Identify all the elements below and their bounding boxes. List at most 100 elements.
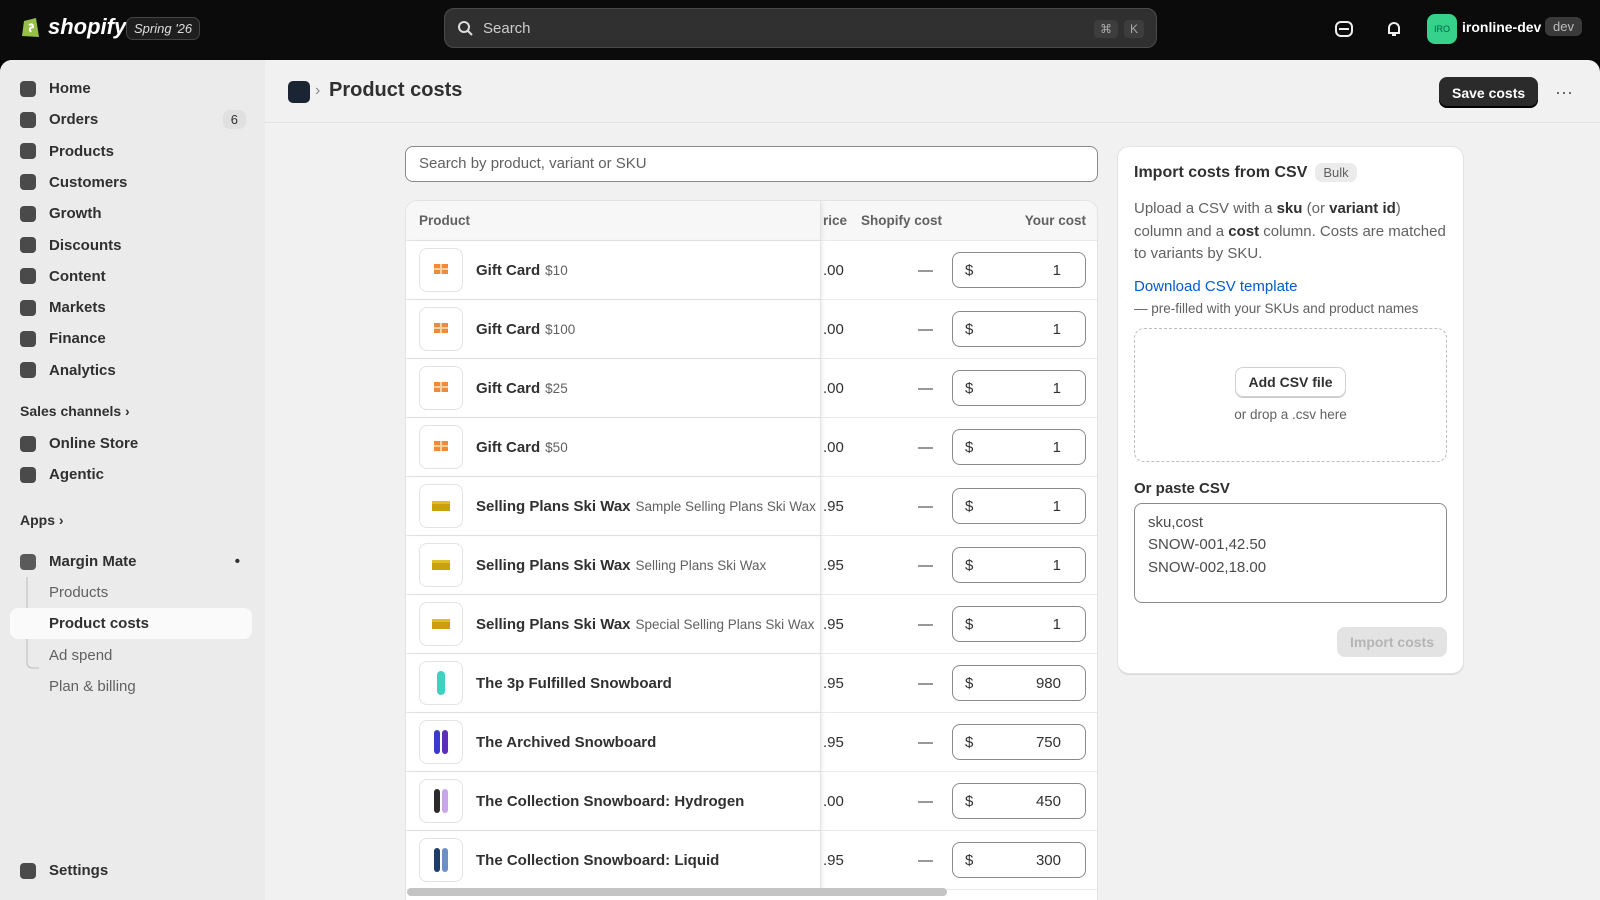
product-name: The 3p Fulfilled Snowboard <box>476 674 672 692</box>
cost-value: 750 <box>1035 733 1061 751</box>
product-search[interactable]: Search by product, variant or SKU <box>405 146 1098 182</box>
currency: $ <box>965 851 974 869</box>
description-part: (or <box>1302 200 1330 217</box>
paste-line: sku,cost <box>1148 513 1204 531</box>
cost-input[interactable]: $750 <box>952 724 1086 760</box>
nav-item[interactable]: Agentic <box>10 459 252 490</box>
nav-item[interactable]: Customers <box>10 167 252 198</box>
nav-icon <box>20 435 36 452</box>
nav-label: Home <box>49 80 91 97</box>
thumbnail <box>419 484 463 528</box>
thumbnail-image <box>437 671 445 695</box>
sub-nav-item[interactable]: Ad spend <box>10 640 252 671</box>
import-button[interactable]: Import costs <box>1336 627 1447 657</box>
settings-item[interactable]: Settings <box>10 855 252 886</box>
shopify-cost-cell: — <box>918 379 933 397</box>
cost-input[interactable]: $450 <box>952 783 1086 819</box>
cost-cell: $1 <box>941 606 1097 642</box>
cost-cell: $450 <box>941 783 1097 819</box>
drop-hint: or drop a .csv here <box>1234 407 1347 422</box>
nav-item[interactable]: Growth <box>10 198 252 229</box>
thumbnail-image <box>432 560 450 570</box>
edition-badge: Spring '26 <box>126 17 201 40</box>
thumbnail-image <box>432 619 450 629</box>
more-actions[interactable]: ··· <box>1555 82 1573 102</box>
cost-input[interactable]: $1 <box>952 311 1086 347</box>
cost-input[interactable]: $1 <box>952 370 1086 406</box>
thumbnail <box>419 661 463 705</box>
logo <box>22 18 39 37</box>
section-title[interactable]: Sales channels › <box>20 403 130 419</box>
page-title: Product costs <box>329 79 463 101</box>
sidekick-icon[interactable] <box>1334 19 1354 39</box>
thumbnail <box>419 307 463 351</box>
cost-input[interactable]: $1 <box>952 252 1086 288</box>
nav-icon <box>20 330 36 347</box>
cost-input[interactable]: $300 <box>952 842 1086 878</box>
store-name[interactable]: ironline-dev <box>1462 19 1542 35</box>
nav-item[interactable]: Content <box>10 261 252 292</box>
shopify-cost-cell: — <box>918 851 933 869</box>
sub-nav-label: Ad spend <box>49 646 113 664</box>
nav-item[interactable]: Products <box>10 136 252 167</box>
add-file-button[interactable]: Add CSV file <box>1235 367 1346 397</box>
description-part: ) column and a <box>1134 200 1401 240</box>
product-name: Selling Plans Ski Wax <box>476 556 631 574</box>
table-row: Gift Card $25 .00 — $1 <box>406 359 1097 418</box>
variant-name: $50 <box>545 439 568 455</box>
tree-line <box>26 577 39 669</box>
shopify-cost-cell: — <box>918 792 933 810</box>
dropzone[interactable]: Add CSV file or drop a .csv here <box>1134 327 1447 462</box>
table-row: The Collection Snowboard: Liquid .95 — $… <box>406 831 1097 890</box>
thumbnail-image <box>432 501 450 511</box>
sub-nav-label: Products <box>49 584 109 601</box>
app-item[interactable]: Margin Mate • <box>10 546 252 577</box>
sub-nav-item[interactable]: Plan & billing <box>10 671 252 702</box>
product-name: The Archived Snowboard <box>476 733 657 751</box>
scrollbar[interactable] <box>407 888 947 896</box>
product-cell: Gift Card $25 <box>406 359 821 417</box>
product-name: Gift Card <box>476 320 541 338</box>
thumbnail-image <box>434 323 448 333</box>
cost-input[interactable]: $1 <box>952 488 1086 524</box>
nav-icon <box>20 143 36 160</box>
page-header: › Product costs Save costs ··· <box>265 60 1600 123</box>
price-cell: .95 <box>823 851 844 869</box>
title-text: Import costs from CSV <box>1134 163 1308 181</box>
key: ⌘ <box>1093 19 1118 38</box>
breadcrumb-chevron: › <box>315 82 321 99</box>
cost-input[interactable]: $1 <box>952 429 1086 465</box>
paste-area[interactable]: sku,cost SNOW-001,42.50 SNOW-002,18.00 <box>1134 502 1447 603</box>
sub-nav-item[interactable]: Product costs <box>10 608 252 640</box>
nav-item[interactable]: Orders 6 <box>10 104 252 135</box>
pin-dot: • <box>234 553 240 570</box>
save-button[interactable]: Save costs <box>1439 77 1539 108</box>
nav-icon <box>20 111 36 128</box>
cost-input[interactable]: $1 <box>952 606 1086 642</box>
nav-item[interactable]: Finance <box>10 323 252 354</box>
template-link[interactable]: Download CSV template <box>1134 277 1298 295</box>
table-row: Gift Card $50 .00 — $1 <box>406 418 1097 477</box>
product-name: Selling Plans Ski Wax <box>476 615 631 633</box>
nav-item[interactable]: Discounts <box>10 230 252 261</box>
cost-cell: $1 <box>941 429 1097 465</box>
price-cell: .00 <box>823 379 844 397</box>
avatar[interactable]: IRO <box>1427 14 1457 44</box>
cost-input[interactable]: $1 <box>952 547 1086 583</box>
sub-nav-item[interactable]: Products <box>10 577 252 608</box>
currency: $ <box>965 615 974 633</box>
global-search[interactable]: Search ⌘ K <box>444 8 1157 48</box>
cost-input[interactable]: $980 <box>952 665 1086 701</box>
notifications-icon[interactable] <box>1384 19 1404 39</box>
thumbnail <box>419 425 463 469</box>
nav-item[interactable]: Online Store <box>10 428 252 459</box>
table-row: Selling Plans Ski Wax Selling Plans Ski W… <box>406 536 1097 595</box>
nav-label: Discounts <box>49 236 122 254</box>
section-title[interactable]: Apps › <box>20 512 64 528</box>
app-icon[interactable] <box>288 81 310 103</box>
cost-value: 1 <box>1052 615 1061 633</box>
nav-item[interactable]: Home <box>10 73 252 104</box>
nav-item[interactable]: Analytics <box>10 355 252 386</box>
product-cell: Gift Card $10 <box>406 241 821 299</box>
nav-item[interactable]: Markets <box>10 292 252 323</box>
